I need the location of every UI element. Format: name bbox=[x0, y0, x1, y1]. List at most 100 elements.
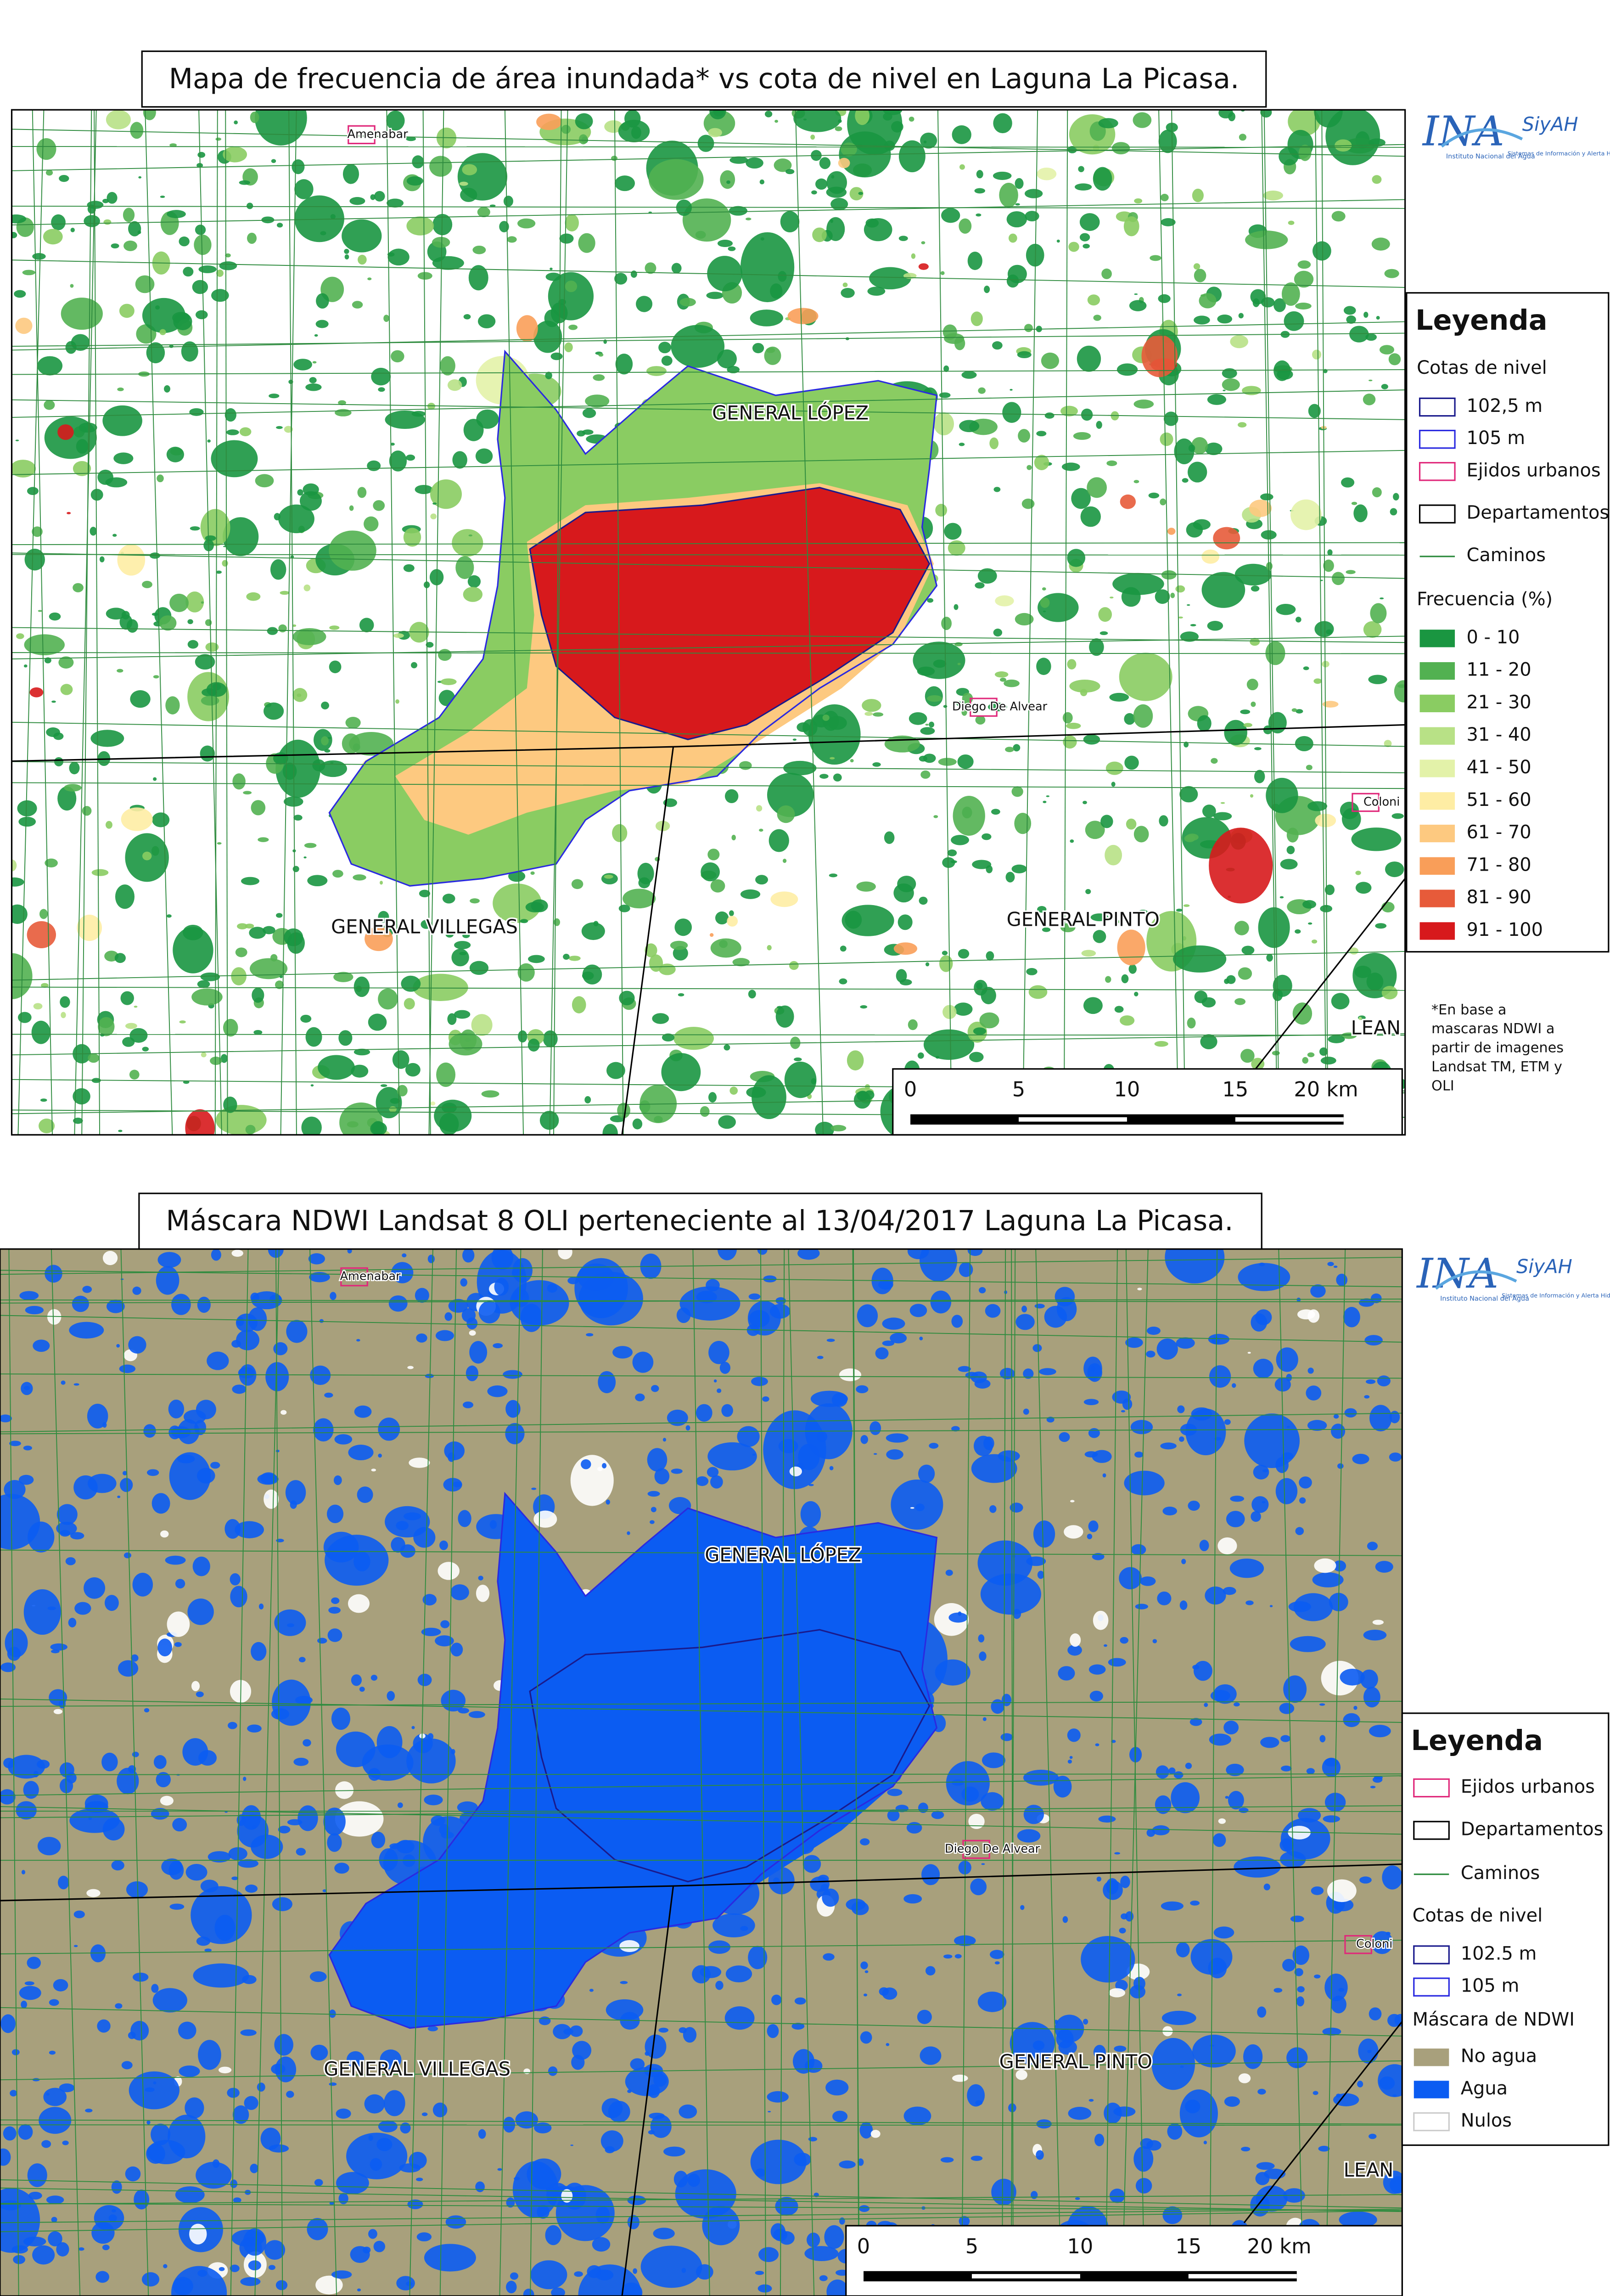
water-patch bbox=[979, 1287, 986, 1294]
water-patch bbox=[503, 1370, 522, 1379]
water-patch bbox=[18, 2124, 33, 2140]
water-patch bbox=[145, 2087, 155, 2092]
scale-segment bbox=[971, 2274, 1080, 2279]
water-patch bbox=[771, 1994, 782, 2005]
water-patch bbox=[59, 174, 69, 182]
water-patch bbox=[168, 1399, 185, 1418]
water-patch bbox=[824, 2225, 844, 2249]
water-patch bbox=[347, 1121, 359, 1128]
water-patch bbox=[1011, 786, 1023, 797]
water-patch bbox=[1015, 2070, 1027, 2080]
water-patch bbox=[134, 2189, 150, 2210]
water-patch bbox=[274, 2034, 293, 2056]
water-patch bbox=[397, 1802, 403, 1808]
road bbox=[11, 782, 1405, 789]
water-patch bbox=[592, 2237, 611, 2252]
water-patch bbox=[7, 1647, 21, 1661]
water-patch bbox=[297, 489, 303, 496]
water-patch bbox=[1266, 562, 1273, 570]
place-label: GENERAL VILLEGAS bbox=[331, 916, 518, 938]
water-patch bbox=[1288, 1601, 1312, 1612]
water-patch bbox=[247, 232, 257, 244]
water-patch bbox=[1232, 1383, 1236, 1388]
water-patch bbox=[1177, 1405, 1185, 1413]
water-patch bbox=[890, 1333, 907, 1344]
water-patch bbox=[286, 2091, 294, 2098]
water-patch bbox=[1333, 1266, 1338, 1268]
water-patch bbox=[172, 1818, 187, 1832]
water-patch bbox=[1111, 142, 1130, 155]
water-patch bbox=[878, 1279, 893, 1290]
water-patch bbox=[618, 119, 650, 142]
water-patch bbox=[268, 2265, 275, 2270]
water-patch bbox=[1372, 1620, 1384, 1625]
legend-label: 105 m bbox=[1461, 1975, 1520, 1997]
water-patch bbox=[1006, 211, 1027, 228]
water-patch bbox=[1105, 976, 1111, 983]
water-patch bbox=[1324, 1758, 1339, 1767]
water-patch bbox=[469, 1341, 488, 1364]
water-patch bbox=[175, 1579, 185, 1589]
water-patch bbox=[257, 1473, 279, 1485]
water-patch bbox=[884, 831, 895, 844]
water-patch bbox=[1161, 2010, 1196, 2026]
road bbox=[8, 1249, 19, 2296]
water-patch bbox=[1102, 1473, 1106, 1478]
water-patch bbox=[1021, 498, 1035, 509]
water-patch bbox=[292, 866, 299, 872]
water-patch bbox=[1014, 813, 1032, 834]
water-patch bbox=[1292, 1945, 1310, 1965]
water-patch bbox=[1266, 953, 1273, 962]
water-patch bbox=[1137, 1288, 1142, 1290]
road bbox=[1105, 1249, 1118, 2296]
water-patch bbox=[1223, 1721, 1239, 1735]
water-patch bbox=[493, 883, 542, 923]
legend-label: No agua bbox=[1461, 2046, 1537, 2067]
water-patch bbox=[925, 1966, 936, 1975]
water-patch bbox=[1358, 1298, 1374, 1307]
water-patch bbox=[1120, 1637, 1128, 1644]
water-patch bbox=[1364, 1395, 1370, 1399]
water-patch bbox=[778, 271, 787, 282]
water-patch bbox=[106, 110, 131, 129]
water-patch bbox=[468, 265, 488, 291]
water-patch bbox=[494, 1278, 509, 1296]
water-patch bbox=[1213, 1926, 1234, 1939]
water-patch bbox=[632, 1118, 643, 1130]
water-patch bbox=[1121, 974, 1129, 984]
water-patch bbox=[1343, 306, 1356, 315]
water-patch bbox=[1064, 1525, 1083, 1539]
water-patch bbox=[338, 400, 346, 405]
water-patch bbox=[1274, 1378, 1291, 1392]
water-patch bbox=[740, 1926, 748, 1931]
water-patch bbox=[1295, 1527, 1304, 1536]
water-patch bbox=[1224, 1419, 1231, 1425]
water-patch bbox=[271, 159, 276, 163]
water-patch bbox=[1190, 1900, 1200, 1906]
water-patch bbox=[1091, 1366, 1096, 1372]
water-patch bbox=[334, 1434, 353, 1445]
water-patch bbox=[653, 2228, 675, 2240]
water-patch bbox=[169, 1452, 211, 1500]
water-patch bbox=[1254, 747, 1262, 750]
water-patch bbox=[193, 1963, 249, 1988]
water-patch bbox=[602, 1124, 618, 1135]
water-patch bbox=[415, 484, 433, 494]
water-patch bbox=[1081, 1936, 1135, 1983]
water-patch bbox=[353, 874, 366, 881]
water-patch bbox=[602, 1463, 607, 1469]
water-patch bbox=[748, 1293, 761, 1300]
water-patch bbox=[1083, 1399, 1099, 1406]
legend-label: Cotas de nivel bbox=[1417, 357, 1547, 378]
water-patch bbox=[1208, 1334, 1230, 1345]
water-patch bbox=[1308, 922, 1313, 925]
road bbox=[0, 1805, 1402, 1818]
water-patch bbox=[974, 188, 985, 194]
water-patch bbox=[899, 979, 912, 985]
water-patch bbox=[472, 245, 486, 254]
water-patch bbox=[1276, 1347, 1298, 1372]
water-patch bbox=[146, 342, 165, 364]
road bbox=[0, 1429, 1402, 1435]
water-patch bbox=[986, 951, 994, 961]
water-patch bbox=[441, 1689, 466, 1712]
